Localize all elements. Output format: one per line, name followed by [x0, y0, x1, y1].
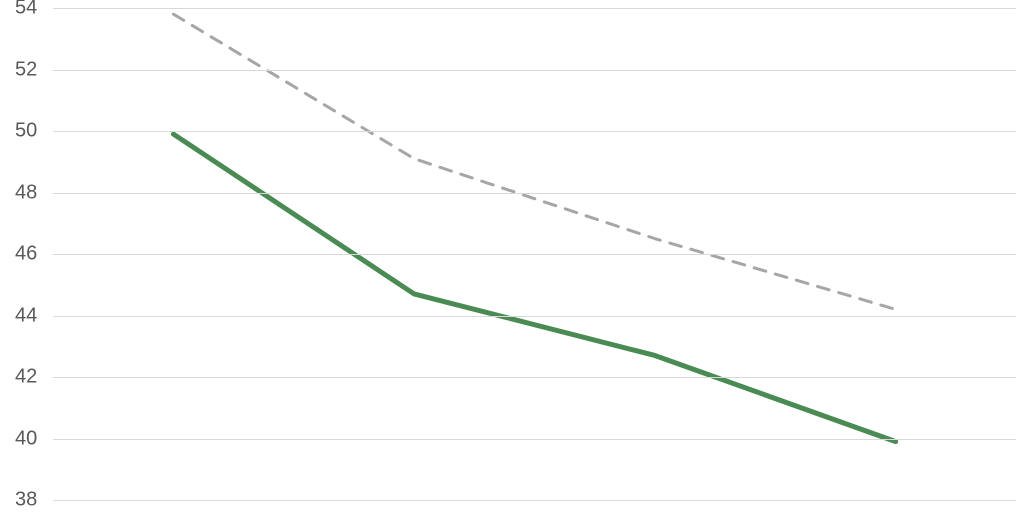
gridline: [53, 500, 1016, 501]
gridline: [53, 439, 1016, 440]
y-tick-label: 38: [15, 489, 37, 512]
gridline: [53, 70, 1016, 71]
y-tick-label: 54: [15, 0, 37, 20]
y-tick-label: 44: [15, 304, 37, 327]
y-tick-label: 52: [15, 58, 37, 81]
gridline: [53, 316, 1016, 317]
y-tick-label: 48: [15, 181, 37, 204]
y-tick-label: 46: [15, 243, 37, 266]
gridline: [53, 131, 1016, 132]
gridline: [53, 193, 1016, 194]
gridline: [53, 254, 1016, 255]
line-chart: 38 40 42 44 46 48 50 52 54: [0, 0, 1024, 512]
y-tick-label: 42: [15, 366, 37, 389]
series-dashed: [173, 14, 895, 309]
y-tick-label: 40: [15, 427, 37, 450]
gridline: [53, 377, 1016, 378]
gridline: [53, 8, 1016, 9]
y-tick-label: 50: [15, 120, 37, 143]
series-solid: [173, 134, 895, 442]
plot-area: 384042444648505254: [53, 8, 1016, 500]
